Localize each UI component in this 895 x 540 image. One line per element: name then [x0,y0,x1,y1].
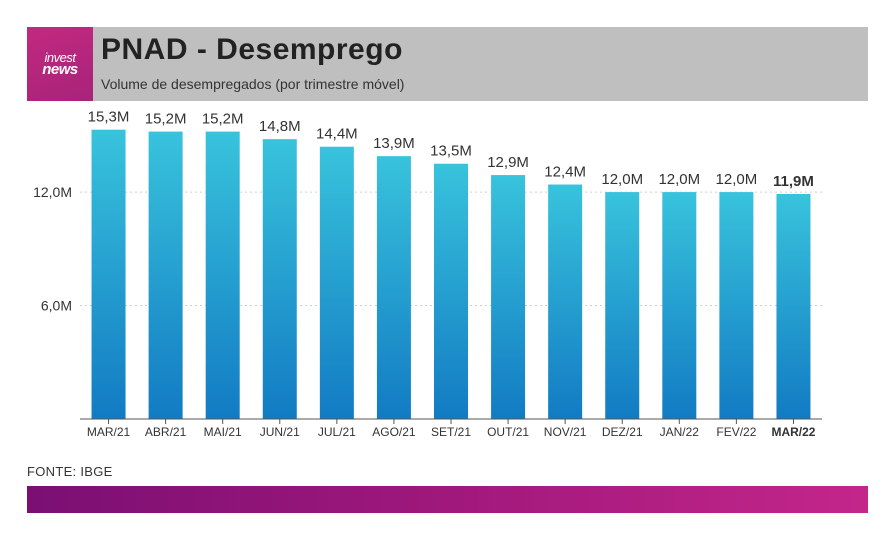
data-label: 15,2M [145,111,187,128]
bar-dez-21 [605,192,640,419]
x-tick-label: JUL/21 [318,425,356,439]
bars [91,129,811,420]
bar-mar-22 [776,193,811,419]
bar-nov-21 [548,184,583,419]
bar-abr-21 [148,131,183,419]
data-label: 12,9M [487,154,529,171]
source-note: FONTE: IBGE [27,464,113,479]
chart-header: invest news PNAD - Desemprego Volume de … [27,27,868,101]
x-tick-label: NOV/21 [544,425,587,439]
x-tick-label: MAR/21 [87,425,131,439]
y-tick-label: 6,0M [41,298,72,314]
investnews-logo: invest news [27,27,93,101]
data-label: 12,0M [601,171,643,188]
data-label: 13,9M [373,135,415,152]
x-tick-label: MAI/21 [204,425,242,439]
bar-set-21 [434,163,468,419]
data-label: 11,9M [773,173,814,190]
data-label: 14,8M [259,118,301,135]
page-subtitle: Volume de desempregados (por trimestre m… [101,76,405,92]
data-label: 12,4M [544,164,586,181]
x-tick-label: FEV/22 [716,425,756,439]
bar-jul-21 [319,146,354,419]
bar-jan-22 [662,192,697,419]
page-title: PNAD - Desemprego [101,33,403,66]
bar-ago-21 [376,156,411,419]
bar-mar-21 [91,129,126,419]
x-tick-label: AGO/21 [372,425,416,439]
logo-line2: news [42,61,78,78]
x-tick-label: OUT/21 [487,425,529,439]
data-label: 12,0M [716,171,758,188]
brand-bar [27,486,868,513]
bar-jun-21 [262,139,297,420]
x-tick-label: ABR/21 [145,425,187,439]
data-label: 15,2M [202,111,244,128]
value-labels: 15,3M 15,2M 15,2M 14,8M 14,4M 13,9M 13,5M 12,9M… [88,109,814,190]
axes: 6,0M 12,0M MAR/21 ABR/21 MAI/21 JUN/21 JUL/21 A… [33,184,822,439]
x-tick-label: SET/21 [431,425,471,439]
data-label: 15,3M [88,109,130,126]
x-tick-label: JUN/21 [260,425,300,439]
bar-out-21 [491,175,526,419]
x-tick-label: JAN/22 [660,425,700,439]
bar-fev-22 [719,192,754,419]
data-label: 14,4M [316,126,358,143]
data-label: 12,0M [658,171,700,188]
bar-mai-21 [205,131,240,419]
logo-line1: invest [44,50,76,65]
y-tick-label: 12,0M [33,184,72,200]
x-tick-label: MAR/22 [771,425,815,439]
x-tick-label: DEZ/21 [602,425,643,439]
data-label: 13,5M [430,143,472,160]
